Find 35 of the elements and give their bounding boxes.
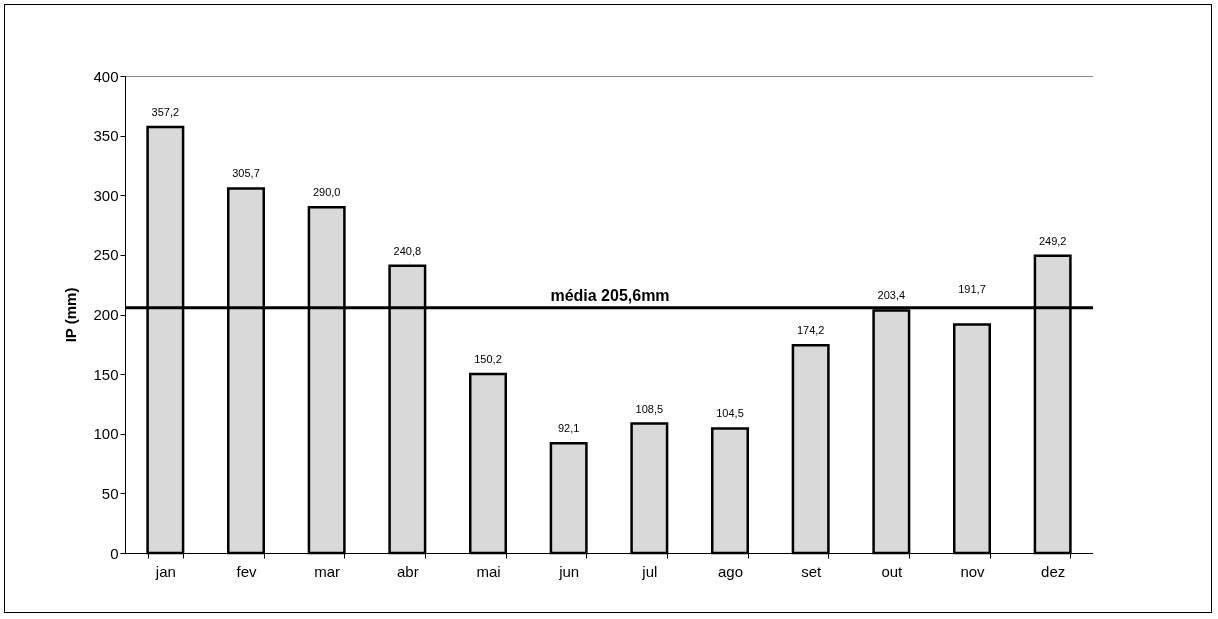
x-tick-label: jun [558,562,580,580]
data-label: 191,7 [958,283,986,296]
data-label: 249,2 [1038,234,1067,247]
data-label: 174,2 [796,324,825,337]
y-tick-label: 250 [93,246,119,264]
x-tick-label: nov [960,562,986,580]
data-label: 240,8 [393,244,422,257]
x-tick-label: dez [1041,562,1066,580]
ref-line-label: média 205,6mm [550,286,670,304]
x-tick-label: set [801,562,822,580]
y-tick-label: 0 [110,544,119,562]
data-label: 104,5 [716,407,744,420]
data-label: 305,7 [232,167,260,180]
x-tick-label: out [881,562,904,580]
data-label: 290,0 [312,186,341,199]
data-label: 92,1 [557,422,580,435]
x-tick-label: abr [396,562,419,580]
data-label: 357,2 [151,106,180,119]
data-label: 108,5 [635,402,664,415]
y-tick-label: 400 [93,67,119,85]
y-tick-label: 200 [93,306,119,323]
data-label: 203,4 [877,289,906,302]
y-tick-label: 350 [93,127,119,145]
y-tick-label: 50 [101,484,119,502]
data-label: 150,2 [474,352,502,365]
x-tick-label: jan [154,562,176,580]
y-tick-label: 100 [93,425,119,443]
x-tick-label: mai [476,562,501,580]
x-tick-label: jul [641,562,658,580]
y-tick-label: 150 [93,365,119,383]
x-tick-label: fev [236,562,257,580]
x-tick-label: ago [717,562,744,580]
y-axis-title: IP (mm) [62,287,80,343]
x-tick-label: mar [314,562,341,580]
y-tick-label: 300 [93,186,119,204]
